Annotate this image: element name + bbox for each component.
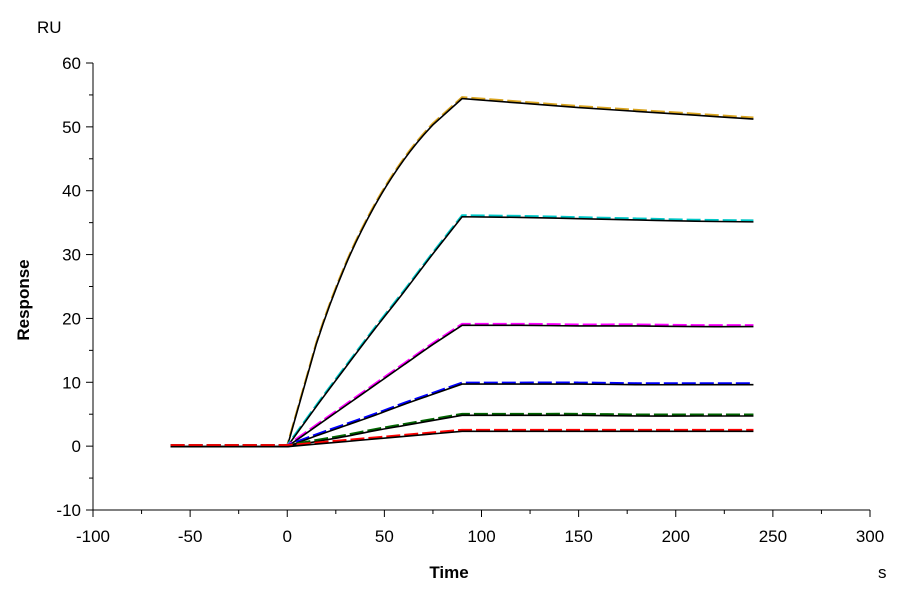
y-tick-label: -10 (56, 501, 81, 520)
y-tick-label: 50 (62, 118, 81, 137)
data-curve-series-5 (170, 412, 754, 447)
x-axis-title: Time (429, 563, 468, 582)
x-tick-label: -100 (76, 527, 110, 546)
data-curve-series-3 (170, 322, 754, 447)
x-tick-label: -50 (178, 527, 203, 546)
fit-curve-series-1 (170, 97, 754, 448)
data-curve-series-4 (170, 381, 754, 447)
y-tick-label: 0 (72, 437, 81, 456)
x-tick-label: 250 (759, 527, 787, 546)
axes: -100 -50 0 50 100 150 200 250 300-10010203040506… (56, 54, 884, 546)
data-curve-series-1 (170, 96, 754, 447)
y-tick-label: 10 (62, 373, 81, 392)
y-tick-label: 60 (62, 54, 81, 73)
x-unit-label: s (878, 563, 887, 582)
x-tick-label: 200 (662, 527, 690, 546)
fit-curve-series-5 (170, 414, 754, 448)
fit-curve-series-2 (170, 215, 754, 448)
fit-curve-series-4 (170, 383, 754, 448)
y-tick-label: 30 (62, 246, 81, 265)
fit-curve-series-6 (170, 430, 754, 448)
fit-curve-series-3 (170, 324, 754, 448)
x-tick-label: 300 (856, 527, 884, 546)
y-tick-label: 40 (62, 182, 81, 201)
x-tick-label: 0 (283, 527, 292, 546)
x-tick-label: 150 (564, 527, 592, 546)
data-curve-series-2 (170, 214, 754, 447)
x-tick-label: 100 (467, 527, 495, 546)
x-tick-label: 50 (375, 527, 394, 546)
y-unit-label: RU (37, 18, 62, 37)
y-axis-title: Response (14, 259, 33, 340)
y-tick-label: 20 (62, 309, 81, 328)
data-curve-series-6 (170, 428, 754, 447)
plot-area (170, 96, 754, 448)
